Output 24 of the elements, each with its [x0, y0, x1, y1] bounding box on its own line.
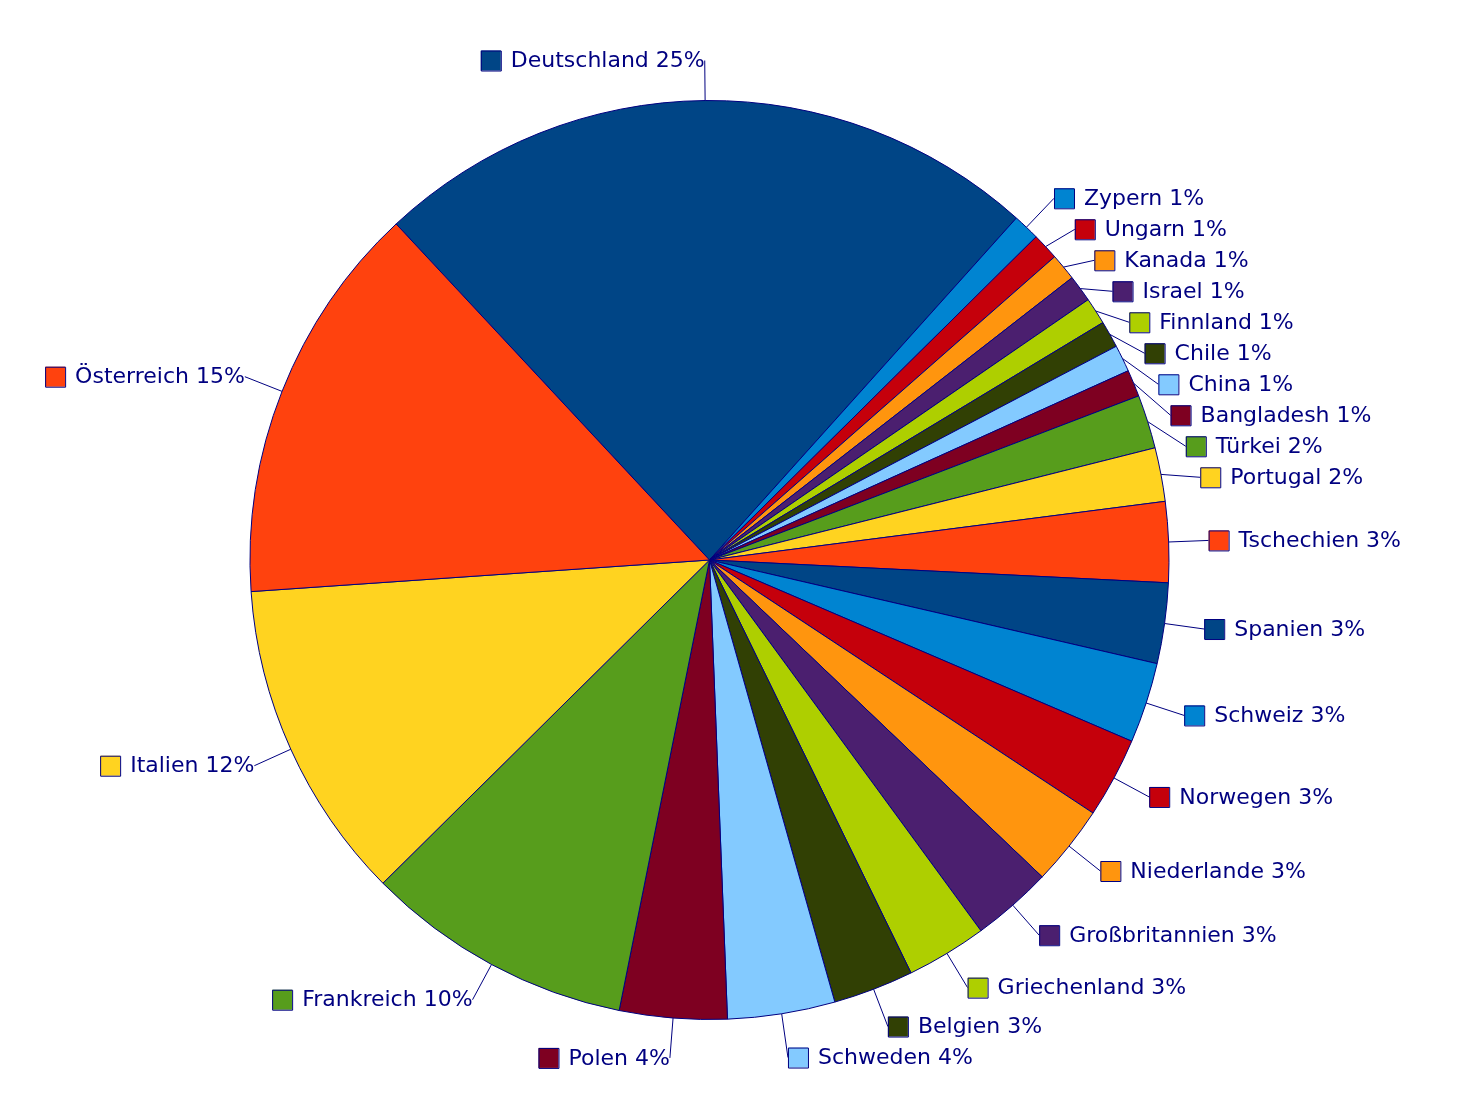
legend-label: Portugal 2%: [1230, 464, 1364, 490]
legend-label: Norwegen 3%: [1179, 783, 1334, 809]
legend-label: Niederlande 3%: [1130, 857, 1306, 883]
legend-label: Schweden 4%: [817, 1044, 973, 1070]
legend-label: Israel 1%: [1142, 278, 1245, 304]
legend-label: Türkei 2%: [1214, 433, 1323, 459]
legend-label: Tschechien 3%: [1237, 527, 1401, 553]
legend-label: Belgien 3%: [917, 1013, 1043, 1039]
legend-label: Schweiz 3%: [1214, 702, 1346, 728]
legend-label: China 1%: [1188, 371, 1294, 397]
legend-label: Chile 1%: [1174, 340, 1272, 366]
legend-label: Griechenland 3%: [997, 974, 1187, 1000]
legend-label: Großbritannien 3%: [1069, 921, 1277, 947]
legend-label: Ungarn 1%: [1104, 216, 1227, 242]
legend-label: Bangladesh 1%: [1200, 402, 1372, 428]
legend-label: Deutschland 25%: [510, 47, 705, 73]
legend-label: Spanien 3%: [1234, 615, 1366, 641]
legend-label: Österreich 15%: [75, 363, 245, 389]
legend-label: Finnland 1%: [1159, 309, 1294, 335]
legend-label: Polen 4%: [568, 1044, 670, 1070]
legend-label: Zypern 1%: [1083, 185, 1205, 211]
legend-label: Italien 12%: [130, 752, 255, 778]
legend-label: Kanada 1%: [1124, 247, 1249, 273]
legend-label: Frankreich 10%: [302, 986, 473, 1012]
